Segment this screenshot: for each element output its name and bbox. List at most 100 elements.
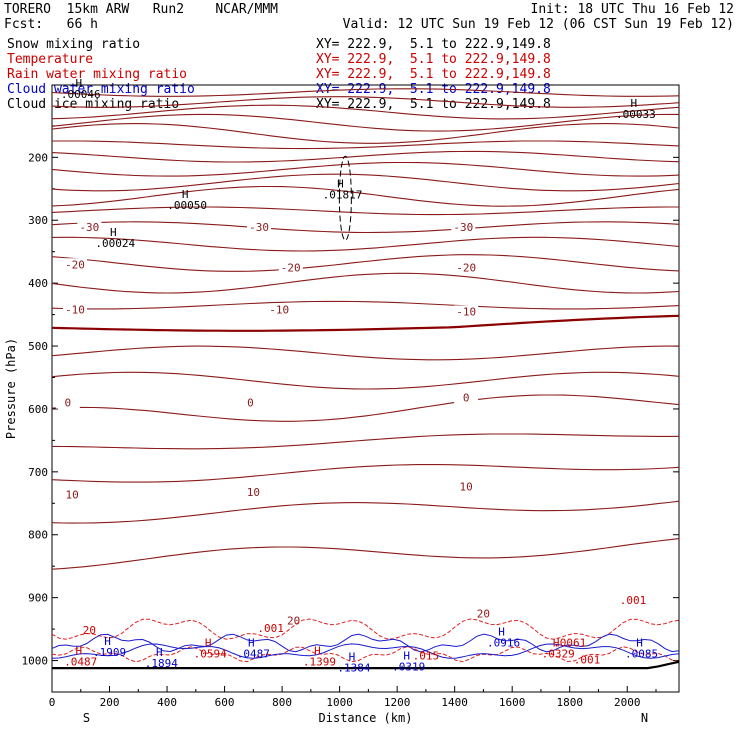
maximum-marker: H (110, 226, 117, 239)
maximum-value: .01817 (323, 189, 363, 202)
temperature-contour (51, 371, 680, 390)
maximum-marker: H (104, 635, 111, 648)
maximum-value: .0487 (64, 655, 97, 668)
legend-name: Rain water mixing ratio (7, 67, 188, 82)
maximum-value: .1894 (145, 657, 178, 670)
isotherm-label: 0 (463, 392, 470, 405)
isotherm-label-bg (454, 261, 479, 274)
x-axis-title: Distance (km) (319, 711, 413, 725)
isotherm-label: -30 (249, 221, 269, 234)
y-tick-label: 200 (28, 151, 48, 164)
temperature-contour (51, 464, 680, 483)
temperature-contour (51, 538, 680, 570)
isotherm-label: 0 (65, 397, 72, 410)
x-tick-label: 1800 (556, 696, 583, 709)
legend-xy: XY= 222.9, 5.1 to 222.9,149.8 (316, 52, 551, 67)
init-time: Init: 18 UTC Thu 16 Feb 12 (530, 2, 735, 17)
maximum-value: .0487 (237, 648, 270, 661)
contour-label: .015 (413, 649, 440, 662)
x-tick-label: 1600 (499, 696, 526, 709)
temperature-contour (51, 433, 680, 450)
temperature-contour (51, 161, 680, 177)
temperature-contour (51, 96, 680, 108)
zero-isotherm (51, 314, 680, 332)
maximum-marker: H (553, 637, 560, 650)
isotherm-label: -20 (65, 258, 85, 271)
isotherm-label: -30 (79, 221, 99, 234)
maximum-value: .0329 (542, 648, 575, 661)
maximum-value: .00046 (61, 88, 101, 101)
y-tick-label: 400 (28, 277, 48, 290)
valid-time: Valid: 12 UTC Sun 19 Feb 12 (06 CST Sun … (342, 17, 734, 32)
isotherm-label: -10 (269, 304, 289, 317)
temperature-contour (51, 206, 679, 216)
isotherm-label-bg (281, 614, 306, 627)
x-tick-label: 600 (215, 696, 235, 709)
legend-xy: XY= 222.9, 5.1 to 222.9,149.8 (316, 67, 551, 82)
contour-label: 20 (83, 624, 96, 637)
legend-name: Snow mixing ratio (7, 37, 141, 52)
x-tick-label: 1400 (441, 696, 468, 709)
isotherm-label: -10 (456, 305, 476, 318)
contour-label: .001 (257, 622, 284, 635)
model-name: TORERO (4, 2, 51, 17)
maximum-marker: H (636, 637, 643, 650)
isotherm-label-bg (471, 607, 496, 620)
maximum-value: .0319 (392, 660, 425, 673)
isotherm-label-bg (77, 221, 102, 234)
maximum-value: .1399 (303, 655, 336, 668)
cloud-water-contour (51, 633, 680, 653)
isotherm-label: -20 (456, 261, 476, 274)
maximum-marker: H (248, 637, 255, 650)
x-tick-label: 400 (157, 696, 177, 709)
temperature-contour (51, 500, 680, 524)
isotherm-label: -10 (65, 304, 85, 317)
y-tick-label: 700 (28, 466, 48, 479)
isotherm-label-bg (60, 488, 85, 501)
maximum-marker: H (75, 77, 82, 90)
temperature-contour (51, 345, 680, 361)
isotherm-label-bg (63, 258, 88, 271)
boundary-layer-contours (51, 618, 680, 663)
isotherm-label-bg (454, 480, 479, 493)
maximum-value: .1909 (93, 646, 126, 659)
temperature-contour (51, 221, 680, 234)
temperature-contour (52, 140, 680, 150)
maximum-marker: H (314, 644, 321, 657)
isotherm-label-bg (451, 221, 476, 234)
rain-contour (51, 618, 680, 640)
x-tick-label: 200 (100, 696, 120, 709)
x-tick-label: 1000 (326, 696, 353, 709)
maximum-marker: H (349, 651, 356, 664)
maximum-value: .0594 (194, 648, 227, 661)
isotherm-label: 0 (247, 397, 254, 410)
isotherm-label-bg (63, 303, 88, 316)
y-tick-label: 900 (28, 592, 48, 605)
temperature-contour (51, 236, 680, 252)
x-tick-label: 2000 (614, 696, 641, 709)
isotherm-label-bg (238, 396, 263, 409)
isotherm-label-bg (55, 396, 80, 409)
y-axis-title: Pressure (hPa) (4, 338, 18, 439)
maximum-marker: H (156, 646, 163, 659)
model-org: NCAR/MMM (215, 2, 278, 17)
y-tick-label: 800 (28, 529, 48, 542)
maximum-marker: H (403, 649, 410, 662)
x-tick-label: 1200 (384, 696, 411, 709)
temperature-contour (51, 173, 680, 192)
contour-label: .001 (574, 654, 601, 667)
rain-contour (51, 646, 680, 663)
maximum-marker: H (631, 97, 638, 110)
cloud-water-contour (51, 643, 680, 659)
maximum-marker: H (182, 188, 189, 201)
maximum-marker: H (205, 637, 212, 650)
temperature-contour (51, 185, 680, 207)
temperature-contour (51, 113, 679, 132)
x-tick-label: 800 (272, 696, 292, 709)
maximum-value: .0916 (487, 636, 520, 649)
legend-xy: XY= 222.9, 5.1 to 222.9,149.8 (316, 37, 551, 52)
model-resolution: 15km ARW (66, 2, 130, 17)
temperature-contour (51, 88, 680, 97)
plot-frame (51, 84, 680, 693)
legend-name: Cloud ice mixing ratio (7, 97, 180, 112)
